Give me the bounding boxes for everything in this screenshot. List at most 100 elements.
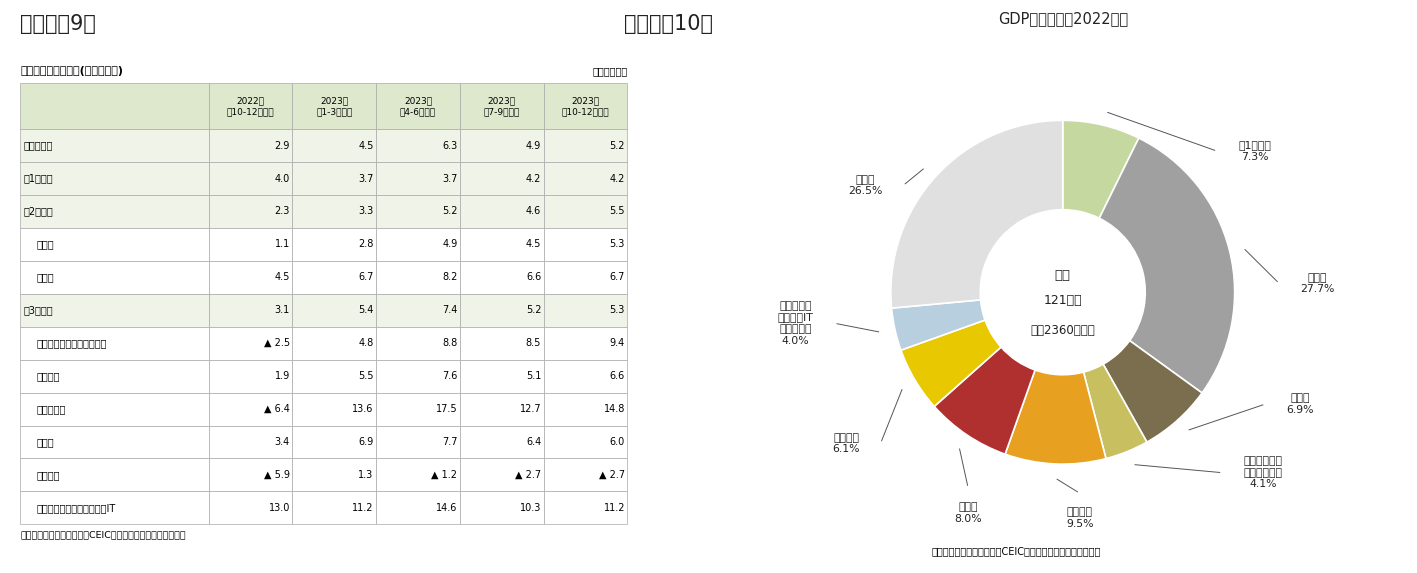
Bar xyxy=(208,458,292,492)
Bar xyxy=(376,492,461,524)
Wedge shape xyxy=(1104,340,1202,442)
Text: 情報通信・ソフトウェア・IT: 情報通信・ソフトウェア・IT xyxy=(37,503,116,513)
Bar xyxy=(208,393,292,426)
Bar xyxy=(461,492,544,524)
Text: 4.9: 4.9 xyxy=(526,140,541,151)
Bar xyxy=(208,129,292,162)
Bar xyxy=(461,261,544,294)
Text: 2.8: 2.8 xyxy=(359,240,374,249)
Text: 14.6: 14.6 xyxy=(436,503,458,513)
Text: 交通・運輸・倉庫・郵便業: 交通・運輸・倉庫・郵便業 xyxy=(37,338,108,348)
Text: （資料）中国国家統計局、CEICよりニッセイ基礎研究所作成: （資料）中国国家統計局、CEICよりニッセイ基礎研究所作成 xyxy=(20,530,186,539)
Bar xyxy=(292,129,376,162)
Wedge shape xyxy=(1084,364,1146,458)
Bar xyxy=(208,83,292,129)
Text: 3.7: 3.7 xyxy=(359,174,374,183)
Text: 建築業
6.9%: 建築業 6.9% xyxy=(1287,393,1314,415)
Bar xyxy=(544,360,628,393)
Text: ▲ 6.4: ▲ 6.4 xyxy=(264,404,290,414)
Text: 2.3: 2.3 xyxy=(275,206,290,217)
Text: 5.3: 5.3 xyxy=(609,240,625,249)
Text: 産業別の実質成長率(前年同期比): 産業別の実質成長率(前年同期比) xyxy=(20,66,123,76)
Text: 8.5: 8.5 xyxy=(526,338,541,348)
Bar xyxy=(208,195,292,228)
Text: （約2360兆円）: （約2360兆円） xyxy=(1030,324,1095,336)
Bar xyxy=(461,129,544,162)
Bar xyxy=(208,426,292,458)
Text: 7.7: 7.7 xyxy=(442,437,458,447)
Text: 13.6: 13.6 xyxy=(353,404,374,414)
Bar xyxy=(20,458,208,492)
Bar xyxy=(20,129,208,162)
Bar xyxy=(544,162,628,195)
Bar xyxy=(292,261,376,294)
Text: 建築業: 建築業 xyxy=(37,272,55,282)
Text: （図表－10）: （図表－10） xyxy=(625,14,713,34)
Text: ▲ 2.7: ▲ 2.7 xyxy=(599,470,625,480)
Wedge shape xyxy=(1063,120,1139,218)
Text: 1.9: 1.9 xyxy=(275,371,290,381)
Bar xyxy=(461,327,544,360)
Bar xyxy=(461,426,544,458)
Text: 4.8: 4.8 xyxy=(359,338,374,348)
Bar xyxy=(208,261,292,294)
Text: 7.4: 7.4 xyxy=(442,305,458,315)
Bar xyxy=(208,228,292,261)
Text: 5.1: 5.1 xyxy=(526,371,541,381)
Text: 金融業: 金融業 xyxy=(37,437,55,447)
Text: 8.2: 8.2 xyxy=(442,272,458,282)
Text: （図表－9）: （図表－9） xyxy=(20,14,96,34)
Bar xyxy=(292,228,376,261)
Text: 6.6: 6.6 xyxy=(526,272,541,282)
Text: （資料）中国国家統計局、CEICよりニッセイ基礎研究所作成: （資料）中国国家統計局、CEICよりニッセイ基礎研究所作成 xyxy=(932,546,1101,556)
Bar xyxy=(461,162,544,195)
Bar xyxy=(20,360,208,393)
Text: 17.5: 17.5 xyxy=(436,404,458,414)
Bar xyxy=(376,294,461,327)
Bar xyxy=(544,393,628,426)
Bar xyxy=(208,360,292,393)
Text: 3.1: 3.1 xyxy=(275,305,290,315)
Bar xyxy=(544,129,628,162)
Bar xyxy=(20,228,208,261)
Text: 121兆元: 121兆元 xyxy=(1043,295,1083,307)
Wedge shape xyxy=(891,300,985,350)
Text: 第3次産業: 第3次産業 xyxy=(24,305,52,315)
Text: 2023年
（4-6月期）: 2023年 （4-6月期） xyxy=(400,96,436,116)
Text: 不動産業: 不動産業 xyxy=(37,470,61,480)
Bar xyxy=(376,162,461,195)
Bar xyxy=(20,327,208,360)
Text: 合計: 合計 xyxy=(1054,269,1071,281)
Bar xyxy=(292,83,376,129)
Text: 8.8: 8.8 xyxy=(442,338,458,348)
Bar xyxy=(292,458,376,492)
Text: 6.0: 6.0 xyxy=(609,437,625,447)
Bar xyxy=(376,228,461,261)
Text: 5.5: 5.5 xyxy=(359,371,374,381)
Bar xyxy=(208,162,292,195)
Text: 4.5: 4.5 xyxy=(359,140,374,151)
Text: 国内総生産: 国内総生産 xyxy=(24,140,52,151)
Bar xyxy=(20,83,208,129)
Bar xyxy=(292,294,376,327)
Wedge shape xyxy=(901,320,1000,406)
Text: 9.4: 9.4 xyxy=(609,338,625,348)
Text: 6.4: 6.4 xyxy=(526,437,541,447)
Text: 14.8: 14.8 xyxy=(604,404,625,414)
Text: 2023年
（7-9月期）: 2023年 （7-9月期） xyxy=(483,96,520,116)
Text: 6.9: 6.9 xyxy=(359,437,374,447)
Wedge shape xyxy=(934,347,1034,454)
Bar xyxy=(376,83,461,129)
Text: 6.7: 6.7 xyxy=(609,272,625,282)
Bar xyxy=(544,327,628,360)
Text: 5.5: 5.5 xyxy=(609,206,625,217)
Text: 1.1: 1.1 xyxy=(275,240,290,249)
Text: 7.6: 7.6 xyxy=(442,371,458,381)
Text: 宿泊飲食業: 宿泊飲食業 xyxy=(37,404,67,414)
Bar xyxy=(461,393,544,426)
Bar xyxy=(376,458,461,492)
Text: 11.2: 11.2 xyxy=(604,503,625,513)
Text: ▲ 5.9: ▲ 5.9 xyxy=(264,470,290,480)
Text: 2.9: 2.9 xyxy=(275,140,290,151)
Bar xyxy=(208,492,292,524)
